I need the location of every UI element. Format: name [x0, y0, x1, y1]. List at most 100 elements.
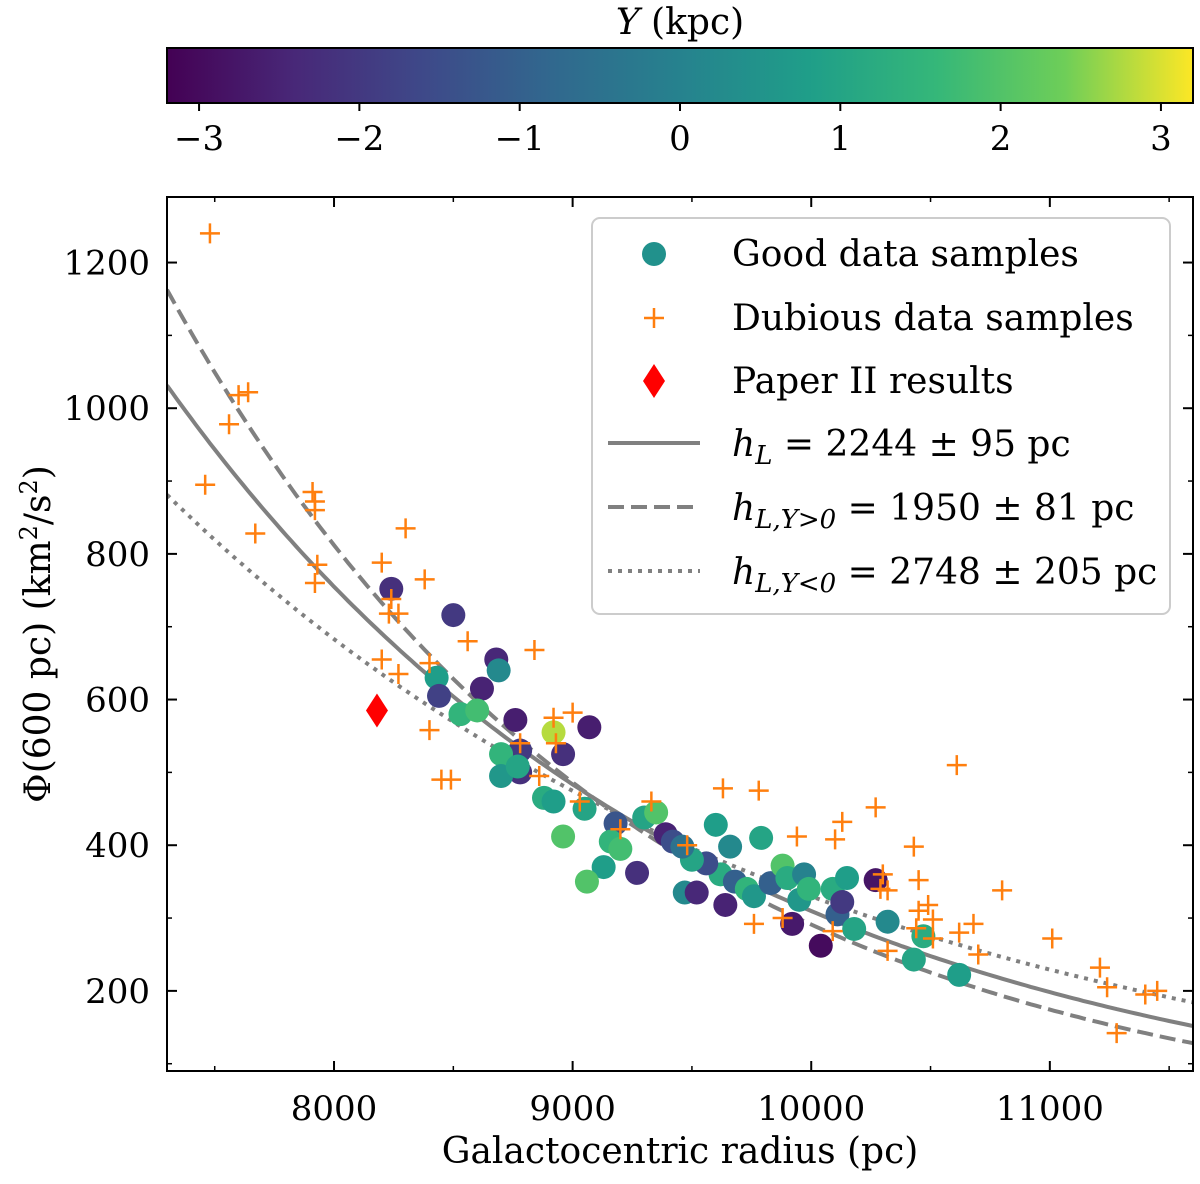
dubious-data-point: [545, 733, 566, 754]
dubious-data-point: [992, 880, 1013, 901]
dubious-data-point: [419, 653, 440, 674]
dubious-data-point: [968, 944, 989, 965]
good-data-point: [625, 860, 650, 885]
colorbar-tick-label: −1: [495, 119, 545, 159]
dubious-data-point: [457, 631, 478, 652]
dubious-data-point: [677, 835, 698, 856]
dubious-data-point: [1135, 984, 1156, 1005]
dubious-data-point: [872, 864, 893, 885]
dubious-data-point: [199, 223, 220, 244]
colorbar-label: Y (kpc): [616, 2, 744, 43]
dubious-data-point: [395, 518, 416, 539]
legend-paper-marker: [643, 364, 665, 398]
colorbar-tick-label: 1: [829, 119, 851, 159]
good-data-point: [503, 707, 528, 732]
dubious-data-point: [302, 481, 323, 502]
x-axis-label: Galactocentric radius (pc): [442, 1131, 919, 1172]
legend: Good data samples Dubious data samples P…: [591, 217, 1171, 615]
dubious-data-point: [440, 769, 461, 790]
legend-fit-yneg-label: hL,Y<0 = 2748 ± 205 pc: [732, 552, 1157, 599]
dubious-data-point: [712, 778, 733, 799]
dubious-data-point: [922, 928, 943, 949]
good-data-point: [901, 947, 926, 972]
colorbar-gradient: [166, 47, 1194, 104]
x-tick-label: 8000: [291, 1089, 378, 1129]
dubious-data-point: [569, 791, 590, 812]
legend-fit-all-label: hL = 2244 ± 95 pc: [732, 424, 1071, 471]
good-data-point: [713, 892, 738, 917]
dubious-data-point: [877, 940, 898, 961]
dubious-data-point: [786, 826, 807, 847]
dubious-data-point: [414, 569, 435, 590]
y-tick-label: 400: [85, 826, 150, 866]
good-data-point: [796, 876, 821, 901]
good-data-point: [486, 658, 511, 683]
dubious-data-point: [371, 552, 392, 573]
good-data-point: [541, 720, 566, 745]
dubious-data-point: [388, 603, 409, 624]
colorbar-tick-label: 0: [669, 119, 691, 159]
good-data-point: [684, 880, 709, 905]
good-data-point: [808, 933, 833, 958]
paper-ii-point-group: [365, 693, 388, 728]
dubious-data-point: [304, 573, 325, 594]
good-data-point: [741, 884, 766, 909]
legend-paper-label: Paper II results: [732, 361, 1014, 402]
dubious-data-point: [238, 382, 259, 403]
good-data-point: [577, 715, 602, 740]
dubious-data-point: [228, 385, 249, 406]
legend-fit-ypos-label: hL,Y>0 = 1950 ± 81 pc: [732, 488, 1134, 535]
plot-frame: [166, 196, 1194, 1072]
paper-ii-point: [365, 693, 388, 728]
dubious-data-point: [510, 733, 531, 754]
dubious-data-point: [1097, 977, 1118, 998]
x-tick-label: 11000: [996, 1089, 1104, 1129]
dubious-data-point: [641, 791, 662, 812]
dubious-data-point: [195, 474, 216, 495]
legend-dubious-label: Dubious data samples: [732, 298, 1134, 339]
dubious-data-point: [946, 755, 967, 776]
dubious-data-point: [245, 523, 266, 544]
plot-area: 8000 9000 10000 11000 20040060080010001200 …: [15, 196, 1194, 1172]
dubious-data-point: [906, 918, 927, 939]
dubious-data-point: [743, 913, 764, 934]
good-data-point: [947, 962, 972, 987]
good-data-point: [830, 890, 855, 915]
dubious-data-point: [371, 649, 392, 670]
x-axis-ticks: 8000 9000 10000 11000: [213, 197, 1170, 1129]
good-data-point: [465, 698, 490, 723]
dubious-data-point: [524, 640, 545, 661]
x-tick-label: 9000: [529, 1089, 616, 1129]
good-data-point: [591, 855, 616, 880]
good-data-point: [835, 865, 860, 890]
y-tick-label: 800: [85, 535, 150, 575]
good-data-point: [842, 916, 867, 941]
dubious-data-point: [529, 766, 550, 787]
dubious-data-point: [877, 880, 898, 901]
dubious-data-point: [748, 780, 769, 801]
good-data-point: [505, 754, 530, 779]
dubious-data-point: [949, 922, 970, 943]
legend-dubious-plus: [644, 308, 664, 328]
y-axis-label: Φ(600 pc) (km2/s2): [15, 465, 59, 803]
y-axis-ticks: 200 400 600 800 1000 1200: [63, 244, 1193, 1065]
y-tick-label: 1200: [63, 244, 150, 284]
dubious-data-point: [1042, 928, 1063, 949]
dubious-data-point: [865, 797, 886, 818]
dubious-data-point: [903, 836, 924, 857]
good-data-point: [469, 676, 494, 701]
good-data-point: [670, 834, 695, 859]
dubious-data-point: [1147, 980, 1168, 1001]
dubious-data-point: [562, 702, 583, 723]
good-data-point: [541, 789, 566, 814]
legend-good-label: Good data samples: [732, 234, 1079, 275]
good-data-point: [427, 683, 452, 708]
colorbar-ticks: −3 −2 −1 0 1 2 3: [174, 103, 1172, 159]
colorbar-tick-label: −2: [334, 119, 384, 159]
dubious-data-point: [832, 811, 853, 832]
colorbar-tick-label: 3: [1150, 119, 1172, 159]
y-tick-label: 1000: [63, 389, 150, 429]
dubious-data-point: [825, 829, 846, 850]
good-data-point: [574, 869, 599, 894]
